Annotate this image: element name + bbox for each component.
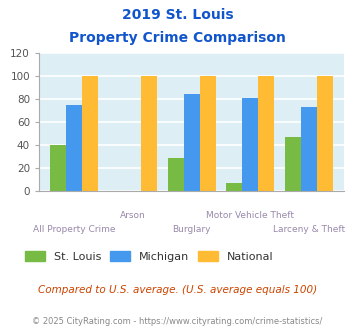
Text: Burglary: Burglary [173, 225, 211, 234]
Bar [317, 76, 333, 191]
Bar [82, 76, 98, 191]
Text: Compared to U.S. average. (U.S. average equals 100): Compared to U.S. average. (U.S. average … [38, 285, 317, 295]
Bar [66, 105, 82, 191]
Bar [141, 76, 157, 191]
Text: Larceny & Theft: Larceny & Theft [273, 225, 345, 234]
Text: Motor Vehicle Theft: Motor Vehicle Theft [206, 211, 294, 220]
Bar [301, 107, 317, 191]
Text: © 2025 CityRating.com - https://www.cityrating.com/crime-statistics/: © 2025 CityRating.com - https://www.city… [32, 317, 323, 326]
Text: Arson: Arson [120, 211, 146, 220]
Text: 2019 St. Louis: 2019 St. Louis [122, 8, 233, 22]
Bar [285, 137, 301, 191]
Bar [168, 158, 184, 191]
Bar [200, 76, 216, 191]
Text: All Property Crime: All Property Crime [33, 225, 115, 234]
Bar [50, 145, 66, 191]
Bar [226, 183, 242, 191]
Text: Property Crime Comparison: Property Crime Comparison [69, 31, 286, 45]
Bar [258, 76, 274, 191]
Legend: St. Louis, Michigan, National: St. Louis, Michigan, National [20, 247, 278, 267]
Bar [184, 94, 200, 191]
Bar [242, 98, 258, 191]
